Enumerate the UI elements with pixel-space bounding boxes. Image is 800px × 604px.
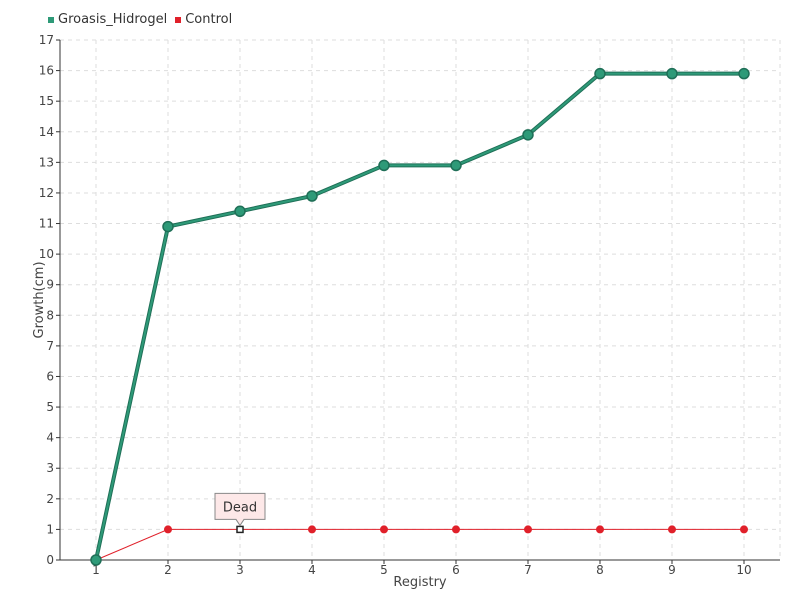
legend-swatch-control [175,16,182,23]
data-point-control [524,525,532,534]
data-point-control [596,525,604,534]
y-tick-label: 4 [46,431,54,445]
x-tick-label: 6 [452,563,460,577]
y-tick-label: 1 [46,522,54,536]
data-point-groasis [90,554,102,566]
x-tick-label: 1 [92,563,100,577]
data-point-control [740,525,748,534]
x-tick-label: 10 [736,563,751,577]
y-tick-label: 9 [46,278,54,292]
data-point-control [452,525,460,534]
data-point-control [380,525,388,534]
data-point-groasis [162,220,174,233]
series-line-control [95,528,744,561]
data-point-control [236,525,244,534]
y-tick-label: 5 [46,400,54,414]
annotation-callout [214,492,266,527]
x-tick-label: 7 [524,563,532,577]
data-point-groasis [234,205,246,218]
legend-item-control[interactable]: Control [175,12,232,27]
x-tick-label: 5 [380,563,388,577]
y-tick-label: 12 [39,186,54,200]
y-tick-label: 14 [39,125,54,139]
y-tick-label: 7 [46,339,54,353]
series-line-groasis-outline [94,71,744,561]
legend-swatch-groasis [48,16,54,23]
x-tick-label: 3 [236,563,244,577]
y-tick-label: 16 [39,64,54,78]
data-point-control [164,525,172,534]
y-tick-label: 17 [39,33,54,47]
x-tick-label: 8 [596,563,604,577]
data-point-control [668,525,676,534]
y-tick-label: 13 [39,155,54,169]
y-tick-label: 2 [46,492,54,506]
data-point-groasis [450,159,462,172]
data-point-groasis [522,129,534,141]
series-line-groasis [95,72,744,561]
data-point-groasis [306,190,318,202]
y-tick-label: 6 [46,369,54,383]
x-tick-label: 2 [164,563,172,577]
y-tick-label: 11 [39,217,54,231]
x-axis-label: Registry [393,575,447,590]
legend: Groasis_Hidrogel Control [48,12,232,27]
legend-label-control: Control [185,12,233,27]
y-axis-label: Growth(cm) [32,261,47,338]
x-tick-label: 9 [668,563,676,577]
y-tick-label: 8 [46,308,54,322]
y-tick-label: 10 [39,247,54,261]
legend-item-groasis[interactable]: Groasis_Hidrogel [48,12,167,27]
legend-label-groasis: Groasis_Hidrogel [58,12,168,27]
data-point-groasis [666,67,678,80]
x-tick-label: 4 [308,563,316,577]
data-point-groasis [594,67,606,80]
data-point-groasis [378,159,390,172]
annotation-text: Dead [223,500,257,515]
data-point-control [308,525,316,534]
y-tick-label: 3 [46,461,54,475]
y-tick-label: 0 [46,553,54,567]
y-tick-label: 15 [39,94,54,108]
data-point-groasis [738,67,750,80]
